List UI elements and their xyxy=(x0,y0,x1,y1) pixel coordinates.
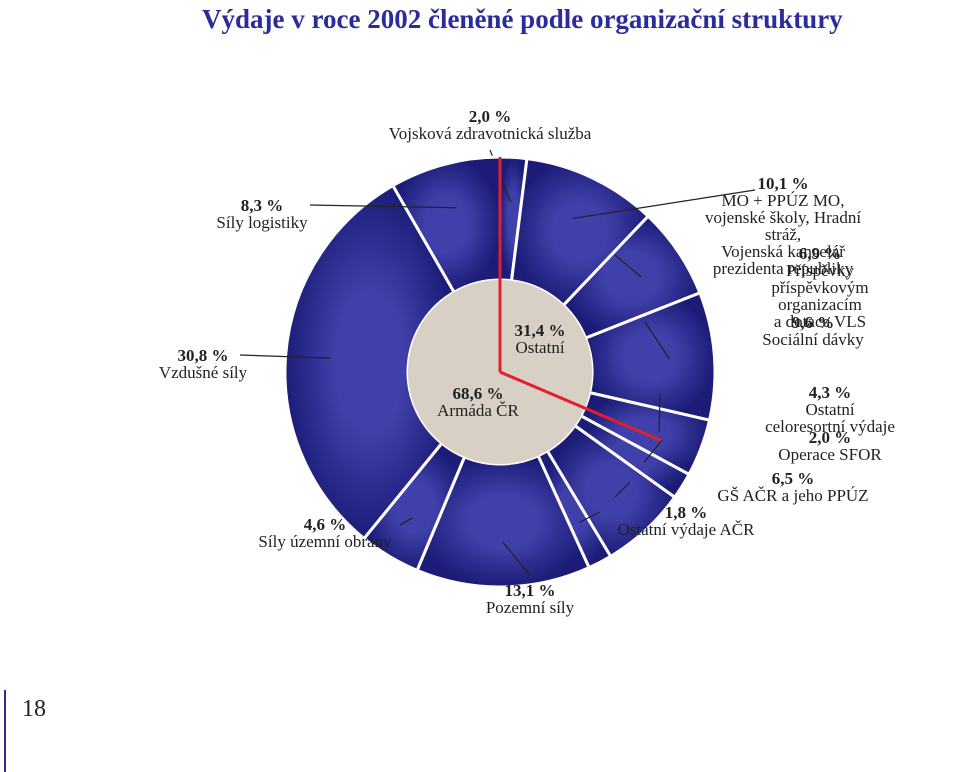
leader-line xyxy=(309,204,457,209)
value-label: 2,0 % xyxy=(808,428,852,447)
value-label: 31,4 % xyxy=(514,321,566,340)
category-label: Sociální dávky xyxy=(762,330,864,349)
leader-line xyxy=(644,321,671,360)
inner-sector xyxy=(408,280,585,464)
category-label: Ostatní celoresortní výdaje xyxy=(765,400,895,436)
inner-sector xyxy=(500,280,592,409)
value-label: 8,3 % xyxy=(240,196,284,215)
value-label: 13,1 % xyxy=(504,581,556,600)
segment-label: 10,1 % MO + PPÚZ MO, vojenské školy, Hrad… xyxy=(695,175,872,277)
category-label: Operace SFOR xyxy=(778,445,882,464)
category-label: Armáda ČR xyxy=(437,401,519,420)
inner-label: 31,4 % Ostatní xyxy=(515,322,566,356)
value-label: 10,1 % xyxy=(757,174,809,193)
value-label: 6,9 % xyxy=(798,244,842,263)
category-label: Pozemní síly xyxy=(485,598,575,617)
value-label: 2,0 % xyxy=(468,107,512,126)
segment-label: 2,0 % Operace SFOR xyxy=(778,429,881,463)
segment-label: 6,9 % Příspěvky příspěvkovým organizacím … xyxy=(750,245,890,330)
segment-label: 8,3 % Síly logistiky xyxy=(216,197,307,231)
leader-line xyxy=(399,517,413,526)
segment-label: 30,8 % Vzdušné síly xyxy=(159,347,247,381)
value-label: 4,6 % xyxy=(303,515,347,534)
value-label: 1,8 % xyxy=(664,503,708,522)
segment-label: 2,0 % Vojsková zdravotnická služba xyxy=(389,108,592,142)
inner-label: 68,6 % Armáda ČR xyxy=(437,385,519,419)
segment-label: 4,3 % Ostatní celoresortní výdaje xyxy=(765,384,895,435)
value-label: 4,3 % xyxy=(808,383,852,402)
leader-line xyxy=(643,439,663,463)
leader-line xyxy=(502,541,531,576)
chart-title: Výdaje v roce 2002 členěné podle organiz… xyxy=(202,4,843,34)
category-label: Ostatní výdaje AČR xyxy=(617,520,755,539)
value-label: 68,6 % xyxy=(452,384,504,403)
category-label: Příspěvky příspěvkovým organizacím a dot… xyxy=(771,261,869,331)
segment-label: 9,6 % Sociální dávky xyxy=(762,314,864,348)
segment-label: 1,8 % Ostatní výdaje AČR xyxy=(618,504,755,538)
category-label: Vzdušné síly xyxy=(158,363,248,382)
category-label: Ostatní xyxy=(515,338,565,357)
leader-line xyxy=(239,354,331,359)
leader-line xyxy=(658,392,661,433)
segment-label: 6,5 % GŠ AČR a jeho PPÚZ xyxy=(717,470,868,504)
value-label: 9,6 % xyxy=(791,313,835,332)
value-label: 30,8 % xyxy=(177,346,229,365)
page-rule xyxy=(4,690,6,772)
category-label: MO + PPÚZ MO, vojenské školy, Hradní str… xyxy=(704,191,862,278)
category-label: Vojsková zdravotnická služba xyxy=(388,124,592,143)
divider-line xyxy=(499,370,662,442)
leader-line xyxy=(578,511,601,524)
page-number: 18 xyxy=(22,696,46,722)
category-label: Síly logistiky xyxy=(216,213,308,232)
category-label: GŠ AČR a jeho PPÚZ xyxy=(717,486,869,505)
leader-line xyxy=(614,481,631,498)
segment-label: 4,6 % Síly územní obrany xyxy=(258,516,391,550)
category-label: Síly územní obrany xyxy=(258,532,392,551)
leader-line xyxy=(614,254,642,278)
leader-line xyxy=(572,189,756,220)
value-label: 6,5 % xyxy=(771,469,815,488)
segment-label: 13,1 % Pozemní síly xyxy=(486,582,574,616)
